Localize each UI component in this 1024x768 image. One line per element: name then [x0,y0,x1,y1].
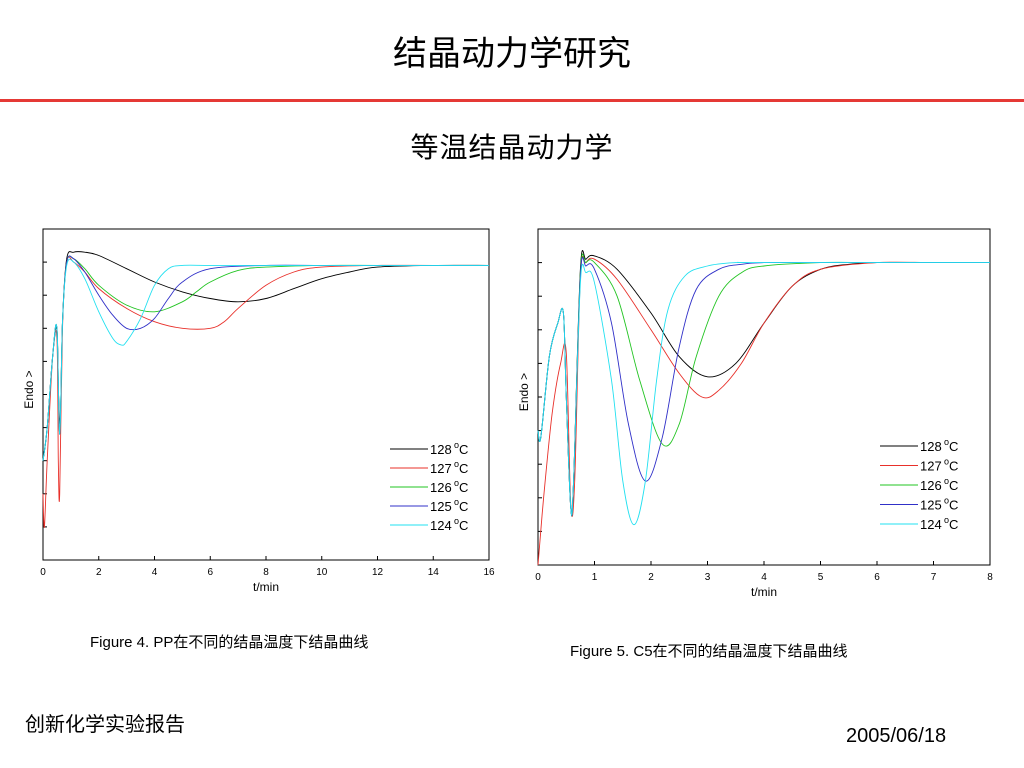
x-axis-label: t/min [751,585,777,599]
plot-frame [537,228,991,566]
x-tick-label: 7 [931,572,937,583]
x-tick-label: 1 [592,572,598,583]
series-line-127 [42,256,489,528]
series-line-124 [537,261,990,526]
x-tick-label: 4 [152,567,158,578]
x-tick-label: 14 [428,567,440,578]
y-axis-label: Endo > [22,370,36,408]
legend-unit-124: oC [944,515,958,532]
x-tick-label: 6 [207,567,213,578]
legend-unit-128: oC [944,437,958,454]
slide-title: 结晶动力学研究 [393,34,631,74]
legend-unit-125: oC [944,496,958,513]
x-tick-label: 8 [987,572,993,583]
legend-unit-126: oC [454,478,468,495]
slide-subtitle: 等温结晶动力学 [410,131,614,164]
legend-unit-128: oC [454,440,468,457]
footer-date: 2005/06/18 [846,725,947,747]
x-tick-label: 6 [874,572,880,583]
legend-label-128: 128 [430,442,452,457]
x-tick-label: 8 [263,567,269,578]
y-axis-label: Endo > [517,373,531,411]
series-line-124 [42,258,489,461]
legend-label-127: 127 [430,461,452,476]
legend-label-126: 126 [920,478,942,493]
legend-unit-124: oC [454,516,468,533]
x-tick-label: 12 [372,567,384,578]
legend-unit-126: oC [944,476,958,493]
x-axis-label: t/min [253,580,279,594]
x-tick-label: 10 [316,567,328,578]
series-line-127 [537,255,990,566]
x-tick-label: 2 [96,567,102,578]
x-tick-label: 16 [483,567,495,578]
legend-label-125: 125 [920,498,942,513]
legend-label-126: 126 [430,480,452,495]
legend-label-124: 124 [430,518,452,533]
x-tick-label: 5 [818,572,824,583]
legend-label-124: 124 [920,517,942,532]
x-tick-label: 0 [40,567,46,578]
caption-figure-4: Figure 4. PP在不同的结晶温度下结晶曲线 [90,634,369,651]
plot-frame [42,228,490,561]
title-divider [0,99,1024,102]
footer-report-name: 创新化学实验报告 [25,712,185,736]
legend-unit-127: oC [944,457,958,474]
legend-label-128: 128 [920,439,942,454]
x-tick-label: 2 [648,572,654,583]
legend-unit-127: oC [454,459,468,476]
legend-label-125: 125 [430,499,452,514]
x-tick-label: 4 [761,572,767,583]
x-tick-label: 0 [535,572,541,583]
caption-figure-5: Figure 5. C5在不同的结晶温度下结晶曲线 [570,643,848,660]
x-tick-label: 3 [705,572,711,583]
legend-unit-125: oC [454,497,468,514]
legend-label-127: 127 [920,459,942,474]
